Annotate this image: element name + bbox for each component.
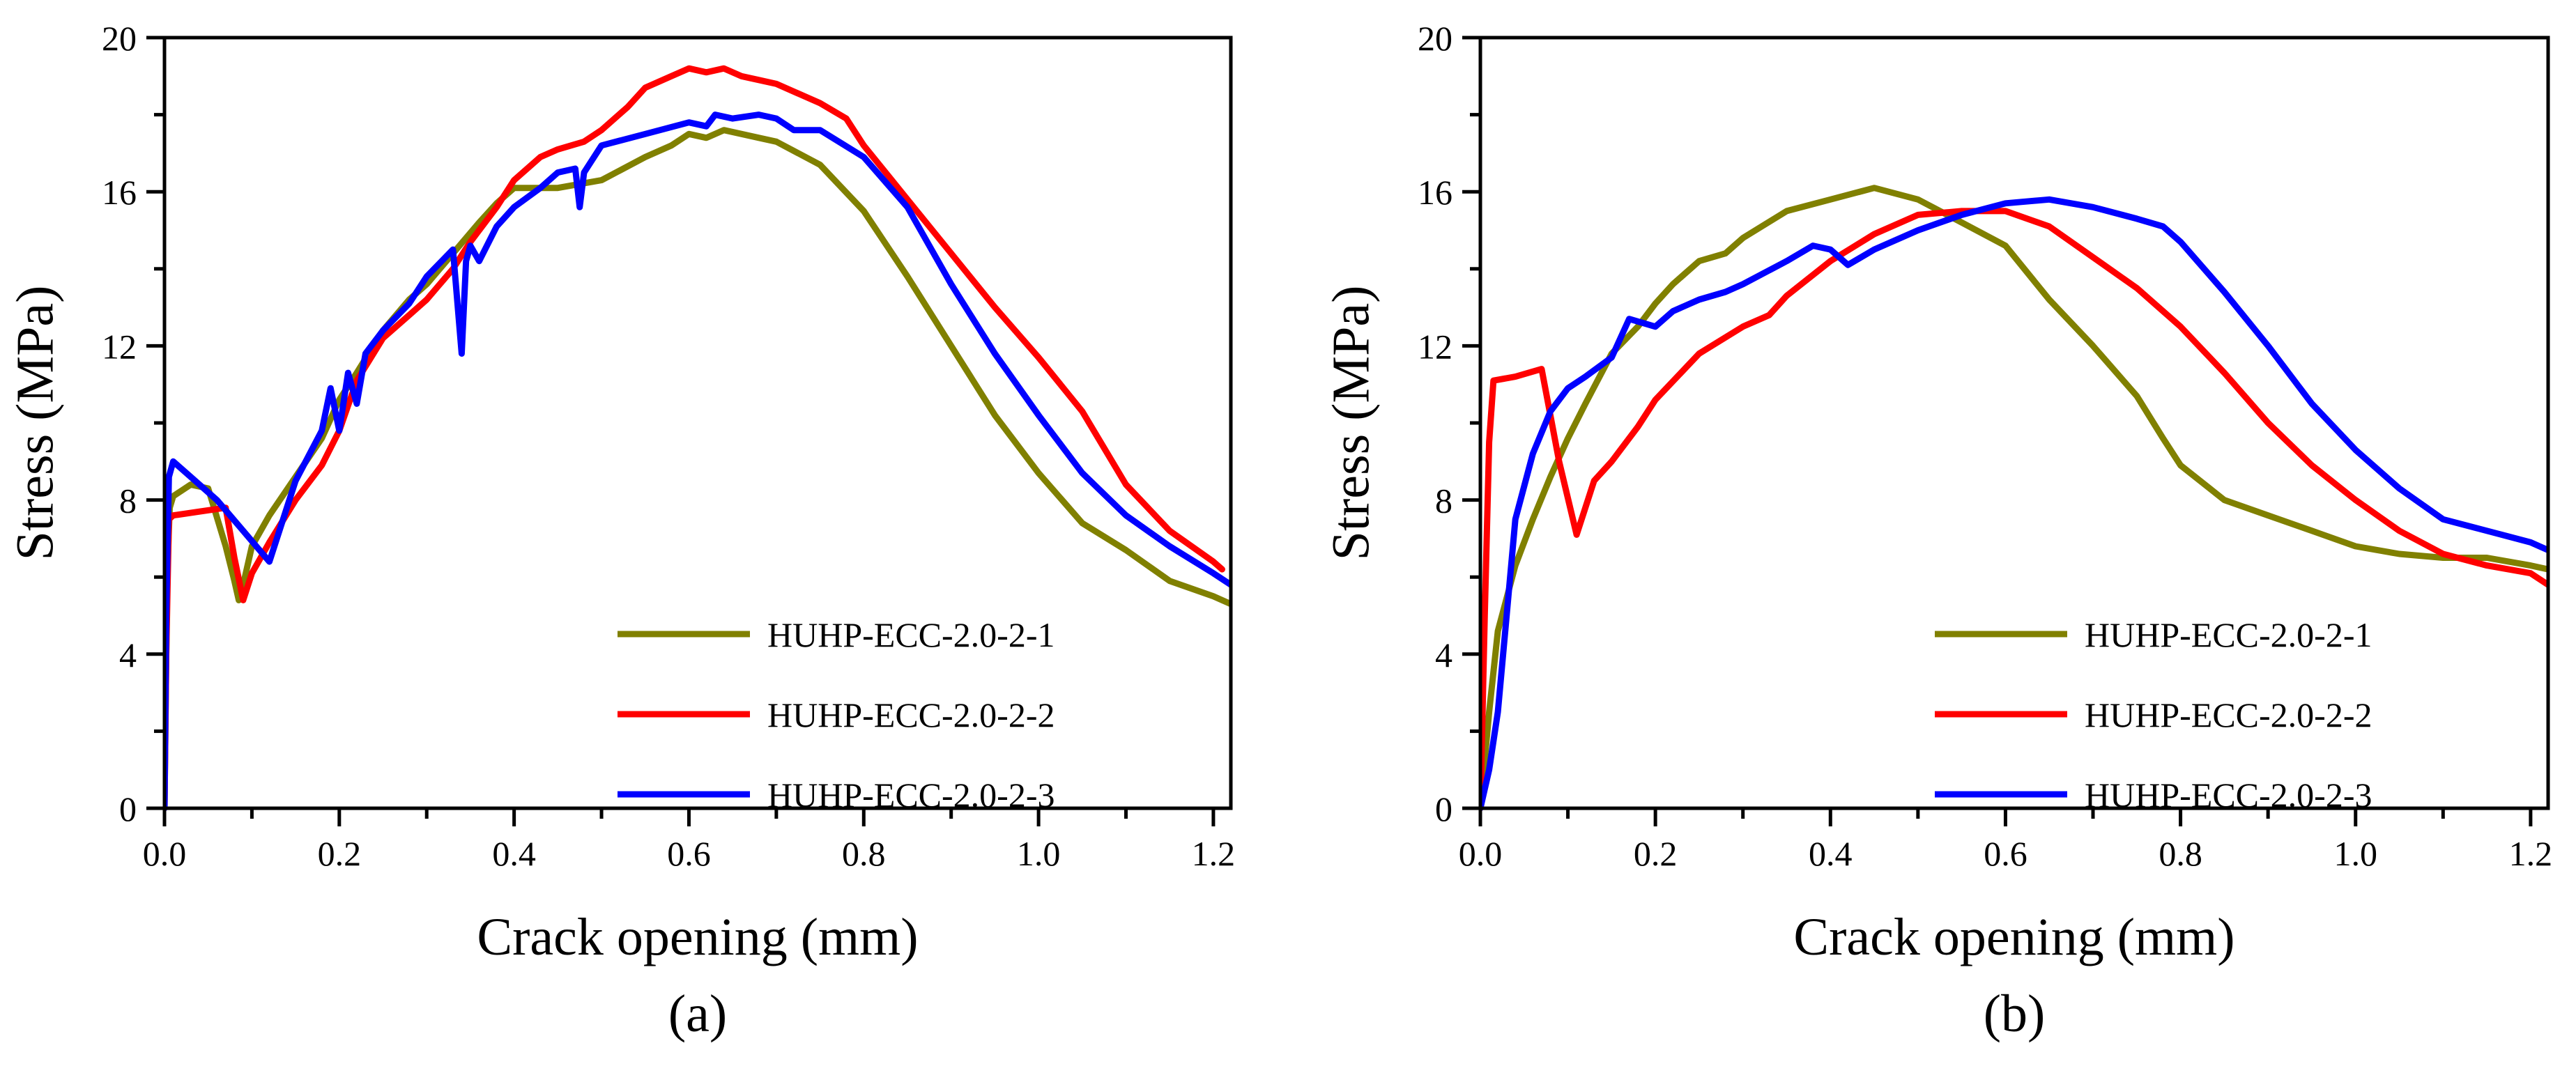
x-tick-label: 0.2 xyxy=(1634,834,1678,873)
y-tick-label: 12 xyxy=(102,327,137,366)
x-tick-label: 0.2 xyxy=(318,834,362,873)
x-tick-label: 0.6 xyxy=(1984,834,2027,873)
series-line-2 xyxy=(1480,208,2548,812)
y-tick-label: 4 xyxy=(119,635,137,674)
x-axis-title: Crack opening (mm) xyxy=(477,908,918,966)
y-axis-title: Stress (MPa) xyxy=(6,286,64,561)
x-tick-label: 0.6 xyxy=(667,834,711,873)
x-tick-label: 0.8 xyxy=(842,834,886,873)
legend-label: HUHP-ECC-2.0-2-2 xyxy=(2085,695,2372,734)
series-line-1 xyxy=(164,127,1231,812)
legend-label: HUHP-ECC-2.0-2-1 xyxy=(2085,615,2372,654)
y-axis-title: Stress (MPa) xyxy=(1321,286,1380,561)
x-axis-title: Crack opening (mm) xyxy=(1793,908,2234,966)
chart-panel-b: 0.0 0.2 0.4 0.6 0.8 1.0 1.2 0 4 8 12 16 20 Crack open… xyxy=(1321,19,2552,1043)
legend-label: HUHP-ECC-2.0-2-1 xyxy=(767,615,1055,654)
y-tick-label: 0 xyxy=(119,789,137,828)
series-line-3 xyxy=(1480,196,2548,812)
y-tick-label: 16 xyxy=(1418,173,1452,212)
y-tick-label: 4 xyxy=(1435,635,1452,674)
y-tick-label: 8 xyxy=(119,481,137,520)
legend: HUHP-ECC-2.0-2-1 HUHP-ECC-2.0-2-2 HUHP-ECC… xyxy=(618,615,1055,815)
x-tick-label: 0.8 xyxy=(2159,834,2202,873)
panel-caption: (b) xyxy=(1984,985,2046,1043)
y-tick-label: 20 xyxy=(102,19,137,58)
chart-panel-a: 0.0 0.2 0.4 0.6 0.8 1.0 1.2 0 4 8 12 16 20 Crack open… xyxy=(6,19,1235,1043)
x-tick-label: 1.0 xyxy=(1017,834,1061,873)
y-tick-label: 0 xyxy=(1435,789,1452,828)
panel-caption: (a) xyxy=(668,985,727,1043)
y-tick-label: 16 xyxy=(102,173,137,212)
x-tick-label: 0.4 xyxy=(492,834,536,873)
x-tick-label: 0.0 xyxy=(143,834,187,873)
series-line-1 xyxy=(1480,185,2548,812)
series-line-2 xyxy=(164,65,1225,812)
x-tick-label: 1.2 xyxy=(1192,834,1236,873)
legend-label: HUHP-ECC-2.0-2-2 xyxy=(767,695,1055,734)
x-tick-label: 0.4 xyxy=(1809,834,1853,873)
series-line-3 xyxy=(164,111,1231,812)
x-tick-label: 1.2 xyxy=(2509,834,2553,873)
legend-label: HUHP-ECC-2.0-2-3 xyxy=(767,776,1055,815)
x-tick-label: 0.0 xyxy=(1459,834,1503,873)
y-tick-label: 12 xyxy=(1418,327,1452,366)
legend-label: HUHP-ECC-2.0-2-3 xyxy=(2085,776,2372,815)
y-tick-label: 8 xyxy=(1435,481,1452,520)
x-tick-label: 1.0 xyxy=(2333,834,2377,873)
legend: HUHP-ECC-2.0-2-1 HUHP-ECC-2.0-2-2 HUHP-ECC… xyxy=(1935,615,2372,815)
y-tick-label: 20 xyxy=(1418,19,1452,58)
